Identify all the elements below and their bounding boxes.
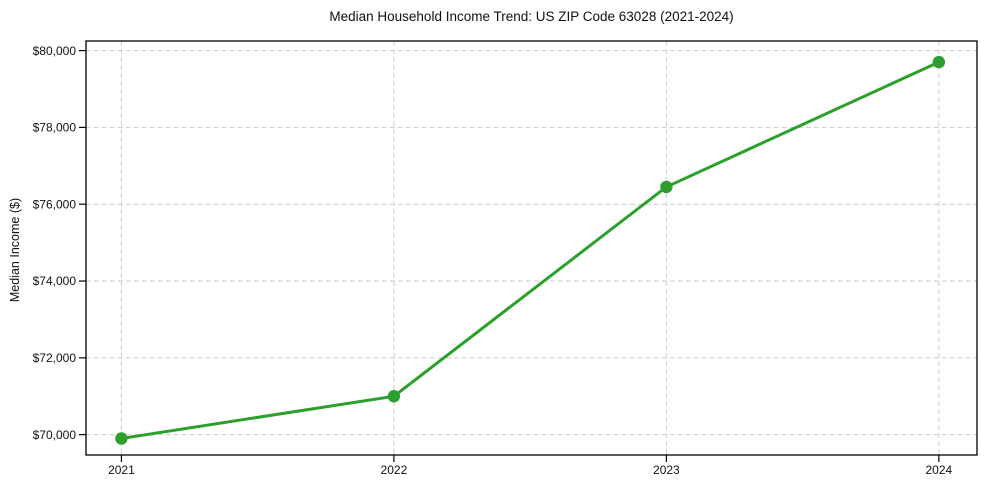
y-tick-label: $74,000 [33,274,77,288]
x-tick-label: 2024 [926,463,953,477]
data-point [387,390,401,403]
y-axis-label: Median Income ($) [8,197,22,303]
x-tick-label: 2021 [108,463,135,477]
trend-line [119,60,941,440]
x-tick-label: 2022 [381,463,408,477]
data-point [115,432,128,445]
y-tick-label: $72,000 [33,351,77,365]
y-tick-label: $76,000 [33,197,77,211]
y-tick-label: $70,000 [33,428,77,442]
x-tick-label: 2023 [653,463,680,477]
data-point [932,55,946,69]
data-point [660,180,673,194]
chart-title: Median Household Income Trend: US ZIP Co… [329,9,734,24]
y-tick-label: $80,000 [33,44,77,58]
y-tick-label: $78,000 [33,121,77,135]
plot-border [85,40,978,456]
